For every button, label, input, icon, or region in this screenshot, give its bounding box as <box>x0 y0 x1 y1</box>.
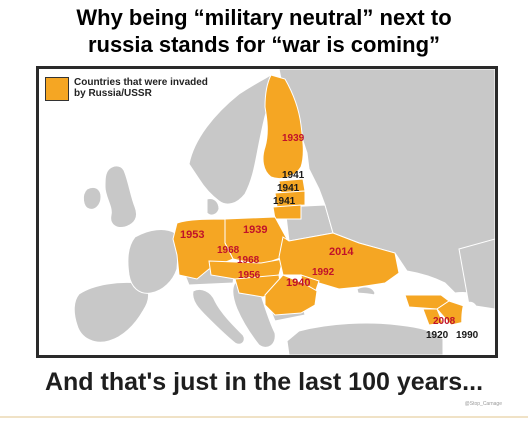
year-label-ukraine: 2014 <box>329 246 354 258</box>
footer-caption: And that's just in the last 100 years... <box>44 368 484 396</box>
italy-land <box>192 288 245 345</box>
romania-region <box>264 274 318 316</box>
year-label-lithuania: 1941 <box>273 196 296 207</box>
scandinavia-land <box>188 74 276 205</box>
bottom-divider <box>0 416 528 418</box>
year-label-czechoslovakia-a: 1968 <box>217 245 240 256</box>
year-label-romania: 1940 <box>286 277 311 289</box>
year-label-czechoslovakia-b: 1968 <box>237 255 260 266</box>
lithuania-region <box>272 204 302 220</box>
ireland-land <box>82 186 102 210</box>
legend-swatch <box>45 77 69 101</box>
year-label-azerbaijan: 1920 <box>426 330 449 341</box>
armenia-region <box>422 308 444 326</box>
caspian-sea <box>461 301 480 355</box>
year-label-poland: 1939 <box>243 224 268 236</box>
black-sea <box>315 292 390 323</box>
france-land <box>127 229 180 294</box>
ukraine-region <box>278 232 400 290</box>
map-legend: Countries that were invaded by Russia/US… <box>45 77 214 101</box>
year-label-finland: 1939 <box>282 133 305 144</box>
headline-line-2: russia stands for “war is coming” <box>87 32 441 57</box>
headline: Why being “military neutral” next to rus… <box>0 4 528 58</box>
year-label-latvia: 1941 <box>277 183 300 194</box>
denmark-land <box>206 198 220 216</box>
map-graphic <box>73 69 495 355</box>
year-label-estonia: 1941 <box>282 170 305 181</box>
year-label-georgia: 2008 <box>433 316 456 327</box>
finland-region <box>262 74 304 180</box>
great-britain-land <box>104 165 138 228</box>
kazakhstan-land <box>458 238 495 310</box>
year-label-moldova: 1992 <box>312 267 335 278</box>
latvia-region <box>274 190 306 208</box>
watermark: @Stop_Carnage <box>464 401 502 407</box>
headline-line-1: Why being “military neutral” next to <box>76 5 452 30</box>
legend-label: Countries that were invaded by Russia/US… <box>74 77 208 99</box>
europe-map: Countries that were invaded by Russia/US… <box>36 66 498 358</box>
year-label-germany: 1953 <box>180 229 205 241</box>
year-label-hungary: 1956 <box>238 270 261 281</box>
turkey-land <box>286 322 444 355</box>
iberia-land <box>73 281 149 343</box>
year-label-armenia: 1990 <box>456 330 479 341</box>
